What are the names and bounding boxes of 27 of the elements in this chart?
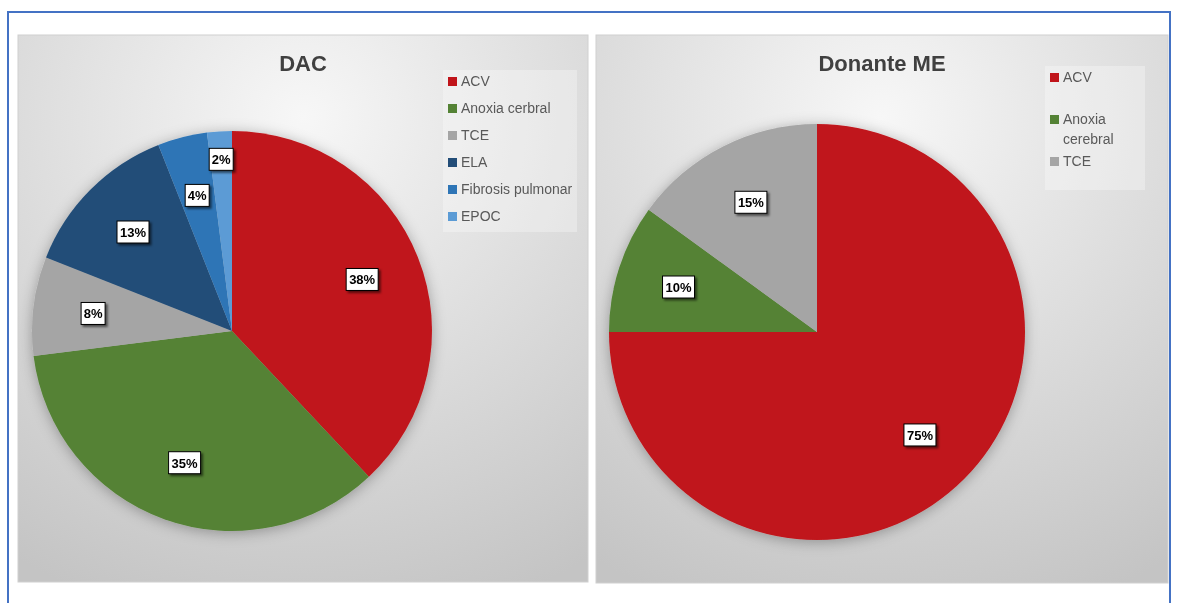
data-label: 75% — [906, 427, 934, 443]
pie-slice — [609, 124, 1025, 540]
legend-label: ELA — [461, 154, 489, 170]
pie-slice — [609, 209, 817, 332]
data-label: 2% — [211, 152, 232, 168]
data-label: 8% — [83, 306, 103, 322]
pie-slice — [32, 257, 232, 357]
legend-label: ACV — [461, 73, 491, 89]
legend-label: Fibrosis pulmonar — [461, 181, 573, 197]
legend-label: Anoxia cerbral — [461, 100, 551, 116]
data-label: 15% — [737, 195, 765, 211]
data-label: 38% — [349, 272, 376, 288]
legend-label: EPOC — [461, 208, 501, 224]
data-label: 10% — [665, 280, 692, 296]
data-label: 4% — [187, 188, 208, 204]
pie-slice — [232, 131, 432, 477]
pie-slice — [46, 145, 232, 331]
legend-label: ACV — [1063, 69, 1093, 85]
pie-slice — [33, 331, 369, 531]
data-label: 13% — [119, 225, 147, 241]
pie-slice — [648, 124, 817, 332]
data-label: 35% — [171, 455, 199, 471]
legend-label: Anoxia cerebral — [1063, 111, 1114, 147]
chart-title: DAC — [279, 51, 327, 76]
legend-label: TCE — [461, 127, 489, 143]
legend-label: TCE — [1063, 153, 1091, 169]
chart-title: Donante ME — [818, 51, 946, 76]
